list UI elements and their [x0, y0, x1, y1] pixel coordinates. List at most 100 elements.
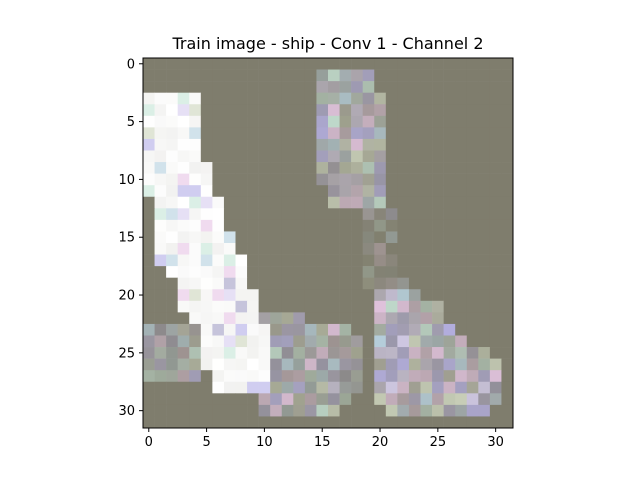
heatmap-cell: [143, 104, 155, 117]
heatmap-cell: [408, 370, 421, 383]
heatmap-cell: [397, 127, 410, 140]
heatmap-cell: [420, 231, 433, 244]
heatmap-cell: [432, 127, 444, 140]
heatmap-cell: [397, 243, 410, 255]
heatmap-cell: [154, 92, 167, 105]
heatmap-cell: [443, 289, 456, 302]
heatmap-cell: [374, 393, 387, 406]
heatmap-cell: [223, 150, 236, 163]
heatmap-cell: [304, 358, 317, 371]
heatmap-cell: [316, 347, 329, 359]
heatmap-cell: [489, 138, 502, 151]
heatmap-cell: [212, 335, 225, 348]
heatmap-cell: [293, 150, 306, 163]
heatmap-cell: [339, 404, 352, 417]
heatmap-cell: [443, 208, 456, 221]
heatmap-cell: [328, 219, 340, 232]
heatmap-cell: [478, 104, 491, 117]
heatmap-cell: [351, 381, 363, 394]
heatmap-cell: [362, 173, 375, 186]
heatmap-cell: [154, 162, 167, 174]
heatmap-cell: [247, 393, 259, 406]
heatmap-cell: [432, 243, 444, 255]
heatmap-cell: [189, 323, 202, 336]
heatmap-cell: [154, 393, 167, 406]
heatmap-cell: [478, 266, 491, 278]
heatmap-cell: [293, 58, 306, 70]
heatmap-cell: [455, 231, 468, 244]
heatmap-cell: [235, 254, 248, 267]
heatmap-cell: [408, 231, 421, 244]
heatmap-cell: [351, 323, 363, 336]
heatmap-cell: [223, 416, 236, 429]
heatmap-cell: [351, 196, 363, 209]
heatmap-cell: [143, 58, 155, 70]
heatmap-cell: [223, 81, 236, 93]
x-tick-label: 5: [202, 435, 210, 450]
heatmap-cell: [270, 231, 283, 244]
heatmap-cell: [432, 381, 444, 394]
heatmap-cell: [270, 127, 283, 140]
heatmap-cell: [362, 185, 375, 198]
heatmap-cell: [143, 289, 155, 302]
heatmap-cell: [154, 115, 167, 128]
heatmap-cell: [166, 358, 178, 371]
heatmap-cell: [374, 416, 387, 429]
heatmap-cell: [166, 196, 178, 209]
heatmap-cell: [385, 138, 398, 151]
heatmap-cell: [443, 81, 456, 93]
heatmap-cell: [408, 335, 421, 348]
heatmap-cell: [258, 231, 271, 244]
heatmap-cell: [293, 138, 306, 151]
heatmap-cell: [143, 300, 155, 313]
heatmap-cell: [489, 335, 502, 348]
heatmap-cell: [478, 289, 491, 302]
heatmap-cell: [455, 115, 468, 128]
heatmap-cell: [408, 208, 421, 221]
heatmap-cell: [432, 69, 444, 82]
heatmap-cell: [339, 277, 352, 290]
heatmap-cell: [420, 289, 433, 302]
heatmap-cell: [328, 162, 340, 174]
heatmap-cell: [154, 404, 167, 417]
heatmap-cell: [351, 219, 363, 232]
heatmap-cell: [351, 127, 363, 140]
y-tick-label: 15: [118, 231, 135, 246]
heatmap-cell: [397, 335, 410, 348]
heatmap-cell: [258, 58, 271, 70]
heatmap-cell: [362, 277, 375, 290]
heatmap-cell: [200, 231, 213, 244]
heatmap-cell: [154, 173, 167, 186]
heatmap-cell: [143, 231, 155, 244]
heatmap-cell: [374, 289, 387, 302]
heatmap-cell: [420, 347, 433, 359]
heatmap-cell: [316, 92, 329, 105]
heatmap-cell: [455, 127, 468, 140]
heatmap-cell: [270, 173, 283, 186]
heatmap-cell: [397, 162, 410, 174]
heatmap-cell: [212, 277, 225, 290]
heatmap-cell: [362, 416, 375, 429]
heatmap-cell: [397, 231, 410, 244]
heatmap-cell: [143, 254, 155, 267]
heatmap-cell: [304, 185, 317, 198]
heatmap-cell: [339, 150, 352, 163]
heatmap-cell: [212, 92, 225, 105]
heatmap-cell: [281, 277, 294, 290]
heatmap-cell: [478, 115, 491, 128]
heatmap-cell: [223, 323, 236, 336]
heatmap-cell: [408, 115, 421, 128]
heatmap-cell: [270, 358, 283, 371]
heatmap-cell: [328, 196, 340, 209]
heatmap-cell: [281, 381, 294, 394]
heatmap-cell: [328, 185, 340, 198]
heatmap-cell: [304, 81, 317, 93]
heatmap-cell: [258, 312, 271, 325]
heatmap-cell: [362, 254, 375, 267]
heatmap-cell: [154, 196, 167, 209]
heatmap-cell: [374, 69, 387, 82]
heatmap-cell: [189, 335, 202, 348]
heatmap-cell: [235, 92, 248, 105]
heatmap-cell: [374, 173, 387, 186]
heatmap-cell: [385, 289, 398, 302]
